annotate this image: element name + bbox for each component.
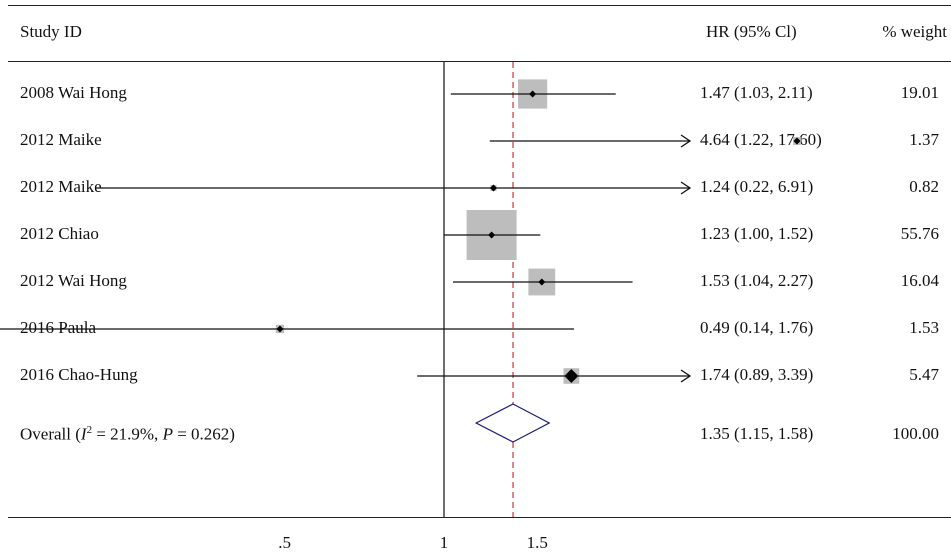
x-tick-label: 1.5 (526, 533, 548, 552)
study-weight-text: 1.53 (909, 318, 939, 337)
study-hr-text: 1.47 (1.03, 2.11) (700, 83, 813, 102)
overall-hr-text: 1.35 (1.15, 1.58) (700, 424, 814, 443)
study-weight-text: 1.37 (909, 130, 939, 149)
point-estimate (276, 325, 284, 333)
study-hr-text: 0.49 (0.14, 1.76) (700, 318, 814, 337)
weight-header: % weight (882, 22, 947, 41)
study-id-header: Study ID (20, 22, 82, 41)
study-hr-text: 1.53 (1.04, 2.27) (700, 271, 814, 290)
bottom-rule (8, 517, 951, 518)
study-label: 2012 Chiao (20, 224, 99, 243)
study-label: 2016 Chao-Hung (20, 365, 138, 384)
study-hr-text: 4.64 (1.22, 17.60) (700, 130, 822, 149)
study-weight-text: 16.04 (900, 271, 939, 290)
study-weight-text: 19.01 (900, 83, 939, 102)
overall-weight-text: 100.00 (892, 424, 939, 443)
header-rule (8, 61, 951, 62)
hr-header: HR (95% Cl) (706, 22, 797, 41)
study-hr-text: 1.23 (1.00, 1.52) (700, 224, 814, 243)
overall-label: Overall (I2 = 21.9%, P = 0.262) (20, 424, 235, 444)
ci-arrow (680, 181, 692, 195)
point-estimate (793, 137, 801, 145)
study-label: 2016 Paula (20, 318, 97, 337)
x-tick-label: 1 (439, 533, 449, 552)
study-hr-text: 1.24 (0.22, 6.91) (700, 177, 814, 196)
study-weight-text: 55.76 (900, 224, 939, 243)
study-weight-text: 5.47 (909, 365, 939, 384)
study-label: 2012 Maike (20, 130, 102, 149)
study-label: 2012 Maike (20, 177, 102, 196)
study-label: 2012 Wai Hong (20, 271, 127, 290)
study-hr-text: 1.74 (0.89, 3.39) (700, 365, 814, 384)
ci-arrow (680, 134, 692, 148)
point-estimate (529, 90, 537, 98)
point-estimate (564, 369, 579, 383)
point-estimate (488, 231, 496, 239)
point-estimate (538, 278, 546, 286)
study-weight-text: 0.82 (909, 177, 939, 196)
top-rule (8, 5, 951, 6)
x-tick-label: .5 (278, 533, 291, 552)
ci-arrow (680, 369, 692, 383)
overall-diamond (474, 403, 551, 443)
point-estimate (489, 184, 497, 192)
study-label: 2008 Wai Hong (20, 83, 127, 102)
